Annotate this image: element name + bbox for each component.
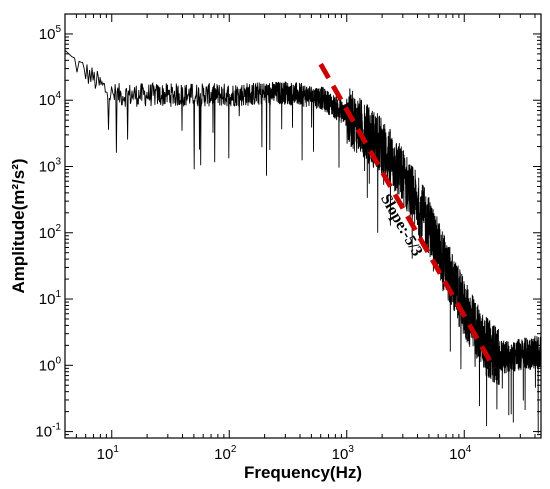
y-tick-label: 10-1 (35, 422, 61, 441)
x-tick-label: 102 (214, 444, 237, 463)
y-tick-label: 105 (39, 24, 62, 43)
x-axis-title: Frequency(Hz) (244, 463, 362, 482)
slope-reference-line (318, 62, 497, 370)
y-tick-label: 103 (39, 156, 62, 175)
plot-frame (64, 13, 542, 439)
y-axis-ticks: 10-1 100 101 102 103 104 105 (35, 13, 541, 441)
x-tick-label: 101 (97, 444, 120, 463)
y-tick-label: 101 (39, 289, 62, 308)
x-axis-ticks: 101 102 103 104 (64, 14, 536, 463)
spectrum-line (64, 49, 542, 434)
x-tick-label: 103 (332, 444, 355, 463)
y-tick-label: 100 (39, 355, 62, 374)
x-tick-label: 104 (449, 444, 472, 463)
y-tick-label: 104 (39, 90, 62, 109)
y-axis-title: Amplitude(m²/s²) (9, 158, 28, 293)
y-tick-label: 102 (39, 223, 62, 242)
spectrum-series (64, 49, 542, 434)
